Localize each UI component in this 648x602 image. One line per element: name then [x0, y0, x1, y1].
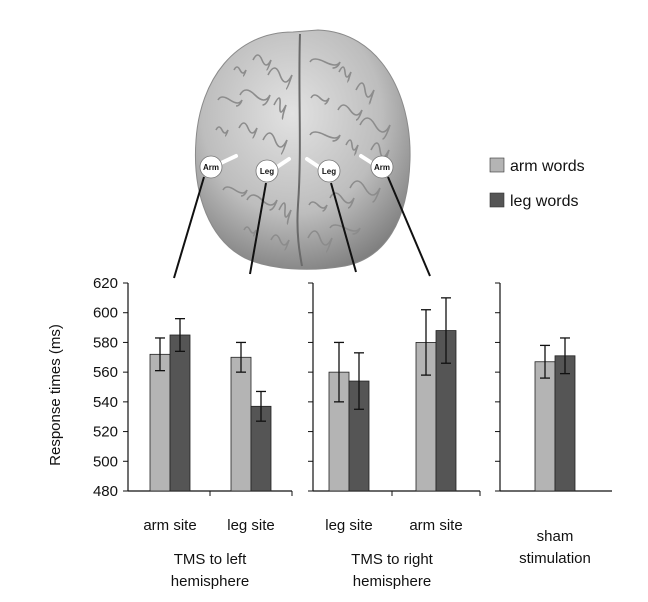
brain-illustration: Arm Leg Leg Arm [194, 29, 411, 270]
gyrus-line [338, 66, 352, 83]
y-tick-label: 600 [93, 305, 118, 322]
y-tick-label: 500 [93, 453, 118, 470]
bar-arm-words [230, 356, 252, 492]
gyrus-line [262, 132, 288, 155]
brain-outline [194, 29, 411, 270]
gyrus-line [246, 194, 278, 211]
marker-label: Leg [322, 167, 336, 176]
gyrus-line [329, 224, 361, 235]
group-titles: TMS to left hemisphere TMS to right hemi… [171, 528, 591, 590]
gyrus-line [217, 96, 243, 107]
group-title-right: TMS to right [351, 551, 434, 568]
category-label: leg site [227, 517, 275, 534]
chart-error-bars [155, 297, 570, 422]
gyrus-line [337, 104, 363, 121]
leg-marker-left: Leg [255, 157, 291, 183]
category-labels: arm site leg site leg site arm site [143, 517, 462, 534]
connector-right-leg [330, 182, 357, 273]
gyrus-line [345, 139, 359, 156]
gyrus-line [278, 202, 292, 225]
y-tick-label: 580 [93, 334, 118, 351]
gyrus-line [233, 66, 247, 77]
gyrus-line [329, 192, 355, 209]
gyrus-line [308, 201, 328, 212]
gyrus-line [355, 82, 375, 105]
y-tick-label: 540 [93, 394, 118, 411]
chart-bars [149, 330, 576, 492]
marker-label: Arm [203, 163, 219, 172]
gyrus-line [310, 94, 330, 105]
arm-marker-right: Arm [359, 154, 394, 179]
y-tick-label: 560 [93, 364, 118, 381]
y-tick-label: 620 [93, 275, 118, 292]
gyrus-line [238, 122, 258, 139]
group-title-right: hemisphere [353, 573, 431, 590]
gyrus-line [243, 226, 257, 237]
legend: arm words leg words [489, 157, 585, 210]
y-tick-labels: 480 500 520 540 560 580 600 620 [93, 275, 118, 500]
legend-label-arm-words: arm words [510, 158, 585, 175]
gyrus-line [222, 186, 248, 197]
gyrus-line [252, 54, 272, 71]
gyrus-line [307, 230, 333, 253]
longitudinal-fissure [296, 33, 303, 267]
arm-marker-left: Arm [199, 154, 238, 179]
gyrus-line [273, 97, 287, 120]
gyrus-line [359, 117, 391, 140]
marker-label: Arm [374, 163, 390, 172]
group-title-sham: sham [537, 528, 574, 545]
gyrus-line [309, 58, 341, 69]
y-tick-label: 520 [93, 424, 118, 441]
gyrus-line [270, 234, 290, 251]
connector-left-arm [173, 176, 205, 279]
marker-label: Leg [260, 167, 274, 176]
gyrus-line [309, 131, 341, 142]
gyrus-line [349, 180, 381, 203]
category-label: arm site [409, 517, 462, 534]
gyrus-line [239, 89, 271, 106]
legend-swatch-leg-words [489, 192, 505, 208]
category-label: leg site [325, 517, 373, 534]
site-connectors [173, 176, 431, 279]
gyrus-line [215, 126, 229, 137]
gyrus-line [267, 67, 293, 90]
group-title-sham: stimulation [519, 550, 591, 567]
legend-label-leg-words: leg words [510, 193, 578, 210]
leg-marker-right: Leg [305, 157, 341, 183]
category-label: arm site [143, 517, 196, 534]
bar-arm-words [149, 353, 171, 492]
group-title-left: TMS to left [174, 551, 247, 568]
y-tick-label: 480 [93, 483, 118, 500]
group-title-left: hemisphere [171, 573, 249, 590]
legend-swatch-arm-words [489, 157, 505, 173]
y-axis-label: Response times (ms) [47, 324, 64, 466]
bar-leg-words [169, 334, 191, 492]
bar-leg-words [554, 355, 576, 492]
connector-left-leg [249, 182, 267, 275]
brain-gyri [215, 54, 391, 253]
bar-arm-words [534, 361, 556, 492]
connector-right-arm [387, 176, 431, 277]
